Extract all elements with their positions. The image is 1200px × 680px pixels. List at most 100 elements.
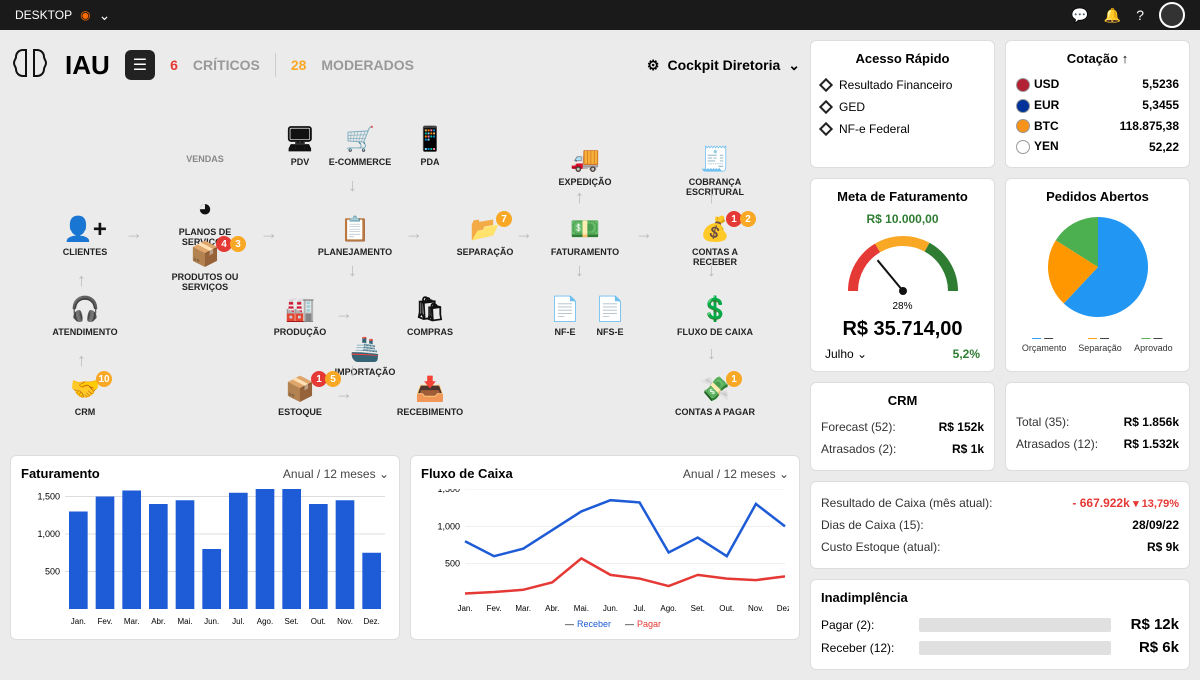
kv-row: Total (35):R$ 1.856k — [1016, 411, 1179, 433]
inadimplencia-card: Inadimplência Pagar (2):R$ 12kReceber (1… — [810, 579, 1190, 670]
arrow: ↓ — [707, 260, 716, 281]
node-pda[interactable]: 📱PDA — [385, 125, 475, 167]
kv-row: Atrasados (2):R$ 1k — [821, 438, 984, 460]
arrow: ↓ — [348, 360, 357, 381]
node-pagar[interactable]: 💸CONTAS A PAGAR1 — [670, 375, 760, 417]
chat-icon[interactable]: 💬 — [1071, 7, 1088, 24]
diamond-icon — [819, 78, 833, 92]
svg-text:Jul.: Jul. — [232, 617, 244, 626]
bell-icon[interactable]: 🔔 — [1104, 7, 1121, 24]
svg-text:Fev.: Fev. — [98, 617, 113, 626]
fx-row: BTC118.875,38 — [1016, 116, 1179, 137]
svg-text:Ago.: Ago. — [660, 604, 676, 613]
svg-text:Nov.: Nov. — [337, 617, 353, 626]
arrow: → — [125, 223, 143, 244]
svg-text:Out.: Out. — [719, 604, 734, 613]
svg-text:Jan.: Jan. — [71, 617, 86, 626]
resultado-card: Resultado de Caixa (mês atual):- 667.922… — [810, 481, 1190, 569]
svg-text:Ago.: Ago. — [257, 617, 273, 626]
fx-row: EUR5,3455 — [1016, 95, 1179, 116]
brand: DESKTOP — [15, 8, 72, 22]
node-planejamento[interactable]: 📋PLANEJAMENTO — [310, 215, 400, 257]
node-recebimento[interactable]: 📥RECEBIMENTO — [385, 375, 475, 417]
node-produtos[interactable]: 📦PRODUTOS OU SERVIÇOS43 — [160, 240, 250, 292]
fx-row: USD5,5236 — [1016, 74, 1179, 95]
svg-text:Set.: Set. — [285, 617, 299, 626]
node-nfse[interactable]: 📄NFS-E — [565, 295, 655, 337]
svg-text:1,500: 1,500 — [37, 492, 60, 502]
kv-row: Forecast (52):R$ 152k — [821, 416, 984, 438]
kv-row: Dias de Caixa (15):28/09/22 — [821, 514, 1179, 536]
bar-chart: 5001,0001,500Jan.Fev.Mar.Abr.Mai.Jun.Jul… — [21, 489, 389, 629]
svg-text:1,000: 1,000 — [37, 529, 60, 539]
svg-text:Receber: Receber — [577, 619, 611, 629]
svg-text:Nov.: Nov. — [748, 604, 764, 613]
arrow: → — [335, 383, 353, 404]
svg-text:Mar.: Mar. — [515, 604, 531, 613]
svg-text:Abr.: Abr. — [151, 617, 165, 626]
chevron-down-icon[interactable]: ⌄ — [99, 7, 111, 24]
moderate-label: MODERADOS — [321, 57, 414, 73]
arrow: → — [260, 223, 278, 244]
svg-text:—: — — [625, 619, 634, 629]
svg-text:Abr.: Abr. — [545, 604, 559, 613]
node-crm[interactable]: 🤝CRM10 — [40, 375, 130, 417]
svg-text:1,500: 1,500 — [437, 489, 460, 494]
month-selector[interactable]: Julho ⌄ — [825, 347, 867, 361]
list-button[interactable]: ☰ — [125, 50, 155, 80]
arrow: → — [335, 303, 353, 324]
svg-text:Jun.: Jun. — [603, 604, 618, 613]
arrow: ↑ — [77, 350, 86, 371]
topbar: DESKTOP ◉ ⌄ 💬 🔔 ? — [0, 0, 1200, 30]
node-producao[interactable]: 🏭PRODUÇÃO — [255, 295, 345, 337]
avatar[interactable] — [1159, 2, 1185, 28]
fluxo-card: Fluxo de Caixa Anual / 12 meses ⌄ 5001,0… — [410, 455, 800, 640]
node-vendas[interactable]: VENDAS — [160, 150, 250, 164]
quick-access-item[interactable]: GED — [821, 96, 984, 118]
fx-row: YEN52,22 — [1016, 136, 1179, 157]
period-selector[interactable]: Anual / 12 meses ⌄ — [283, 467, 389, 481]
kv-row: Resultado de Caixa (mês atual):- 667.922… — [821, 492, 1179, 514]
arrow: ↑ — [707, 187, 716, 208]
svg-text:Out.: Out. — [311, 617, 326, 626]
svg-text:500: 500 — [45, 567, 60, 577]
period-selector[interactable]: Anual / 12 meses ⌄ — [683, 467, 789, 481]
pedidos-card: Pedidos Abertos OrçamentoSeparaçãoAprova… — [1005, 178, 1190, 372]
quick-access-item[interactable]: NF-e Federal — [821, 118, 984, 140]
header: IAU ☰ 6 CRÍTICOS 28 MODERADOS ⚙ Cockpit … — [10, 40, 800, 95]
arrow: → — [405, 223, 423, 244]
chart-title: Faturamento — [21, 466, 100, 481]
arrow: → — [515, 223, 533, 244]
node-fluxo[interactable]: 💲FLUXO DE CAIXA — [670, 295, 760, 337]
meta-card: Meta de Faturamento R$ 10.000,00 28% R$ … — [810, 178, 995, 372]
critical-count[interactable]: 6 — [170, 57, 178, 73]
help-icon[interactable]: ? — [1136, 7, 1144, 23]
quick-access-card: Acesso Rápido Resultado FinanceiroGEDNF-… — [810, 40, 995, 168]
cotacao-card: Cotação ↑ USD5,5236EUR5,3455BTC118.875,3… — [1005, 40, 1190, 168]
process-diagram: 👤+CLIENTES🎧ATENDIMENTO🤝CRM10VENDAS◕PLANO… — [10, 95, 800, 445]
arrow: ↓ — [575, 260, 584, 281]
kv-row: Atrasados (12):R$ 1.532k — [1016, 433, 1179, 455]
inad-row: Pagar (2):R$ 12k — [821, 613, 1179, 636]
moderate-count[interactable]: 28 — [291, 57, 307, 73]
faturamento-card: Faturamento Anual / 12 meses ⌄ 500 1,000 1… — [10, 455, 400, 640]
node-faturamento[interactable]: 💵FATURAMENTO — [540, 215, 630, 257]
node-compras[interactable]: 🛍COMPRAS — [385, 295, 475, 337]
svg-text:Fev.: Fev. — [487, 604, 502, 613]
node-atendimento[interactable]: 🎧ATENDIMENTO — [40, 295, 130, 337]
node-estoque[interactable]: 📦ESTOQUE15 — [255, 375, 345, 417]
svg-text:Jul.: Jul. — [633, 604, 645, 613]
logo-icon: ◉ — [80, 8, 90, 22]
svg-text:Mar.: Mar. — [124, 617, 140, 626]
arrow: → — [635, 223, 653, 244]
svg-text:—: — — [565, 619, 574, 629]
cockpit-selector[interactable]: ⚙ Cockpit Diretoria ⌄ — [647, 57, 800, 74]
svg-text:1,000: 1,000 — [437, 521, 460, 531]
card-title: Acesso Rápido — [821, 51, 984, 66]
node-clientes[interactable]: 👤+CLIENTES — [40, 215, 130, 257]
node-expedicao[interactable]: 🚚EXPEDIÇÃO — [540, 145, 630, 187]
brain-icon — [10, 45, 50, 85]
quick-access-item[interactable]: Resultado Financeiro — [821, 74, 984, 96]
inad-row: Receber (12):R$ 6k — [821, 636, 1179, 659]
svg-text:Pagar: Pagar — [637, 619, 661, 629]
